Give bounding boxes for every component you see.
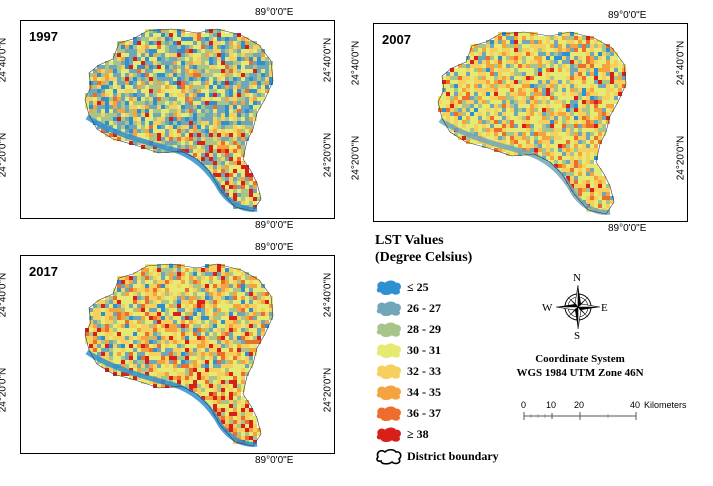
lat-label-left-bottom: 24°20'0"N [0,367,9,413]
legend-item: ≤ 25 [375,279,535,297]
legend-swatch-icon [376,427,401,443]
legend-swatch-icon [376,343,401,359]
legend-item: 26 - 27 [375,300,535,318]
scale-unit: Kilometers [644,400,687,410]
legend-item: 32 - 33 [375,363,535,381]
lat-label-right-bottom: 24°20'0"N [322,132,334,178]
map-panel-2017: 2017 [20,255,335,454]
legend-item-label: ≥ 38 [407,427,429,441]
legend-title: LST Values (Degree Celsius) [375,232,472,266]
legend-item-label: 26 - 27 [407,301,441,315]
lat-label-right-bottom: 24°20'0"N [675,135,687,181]
lon-label-top: 89°0'0"E [255,242,294,253]
lat-label-right-top: 24°40'0"N [322,272,334,318]
lon-label-top: 89°0'0"E [608,10,647,21]
compass-east-label: E [601,302,608,314]
compass-north-label: N [573,272,581,284]
legend-item-label: 32 - 33 [407,364,441,378]
legend-item-label: 28 - 29 [407,322,441,336]
coordinate-system-title: Coordinate System [535,353,625,365]
lat-label-left-bottom: 24°20'0"N [0,132,9,178]
lat-label-right-bottom: 24°20'0"N [322,367,334,413]
legend-item: 28 - 29 [375,321,535,339]
lat-label-left-top: 24°40'0"N [0,272,9,318]
legend-item: 34 - 35 [375,384,535,402]
legend-item-label: 34 - 35 [407,385,441,399]
lst-map-2017 [84,263,274,447]
scale-tick-20: 20 [574,400,585,410]
scale-bar: 0 10 20 40 Kilometers [520,400,700,430]
lon-label-bottom: 89°0'0"E [608,223,647,234]
coordinate-system-value: WGS 1984 UTM Zone 46N [516,367,644,379]
legend-boundary-label: District boundary [407,449,499,463]
legend-swatch-icon [376,385,401,401]
coordinate-system-note: Coordinate System WGS 1984 UTM Zone 46N [500,352,660,380]
lon-label-top: 89°0'0"E [255,7,294,18]
legend-title-line2: (Degree Celsius) [375,250,473,265]
lat-label-right-top: 24°40'0"N [322,37,334,83]
lat-label-left-top: 24°40'0"N [0,37,9,83]
legend-item-label: ≤ 25 [407,280,429,294]
map-year-label: 1997 [29,29,58,44]
lon-label-bottom: 89°0'0"E [255,455,294,466]
legend-item: 36 - 37 [375,405,535,423]
compass-rose-icon [555,284,601,330]
map-year-label: 2007 [382,32,411,47]
compass-west-label: W [542,302,553,314]
legend-swatch-icon [376,301,401,317]
map-panel-2007: 2007 [373,23,688,222]
scale-tick-0: 0 [521,400,527,410]
lon-label-bottom: 89°0'0"E [255,220,294,231]
lst-map-2007 [437,31,627,215]
lat-label-left-bottom: 24°20'0"N [350,135,362,181]
legend-swatch-icon [376,280,401,296]
legend-district-boundary: District boundary [375,448,535,466]
map-panel-1997: 1997 [20,20,335,219]
lat-label-right-top: 24°40'0"N [675,40,687,86]
lst-map-1997 [84,28,274,212]
legend-swatch-icon [376,322,401,338]
legend-item: ≥ 38 [375,426,535,444]
legend-item-label: 30 - 31 [407,343,441,357]
map-year-label: 2017 [29,264,58,279]
scale-tick-10: 10 [546,400,557,410]
legend-swatch-icon [376,364,401,380]
legend-item-label: 36 - 37 [407,406,441,420]
legend-swatch-icon [376,406,401,422]
scale-tick-40: 40 [630,400,641,410]
legend-item: 30 - 31 [375,342,535,360]
compass-south-label: S [574,330,581,342]
boundary-swatch-icon [376,448,402,465]
lat-label-left-top: 24°40'0"N [350,40,362,86]
legend-title-line1: LST Values [375,233,444,248]
